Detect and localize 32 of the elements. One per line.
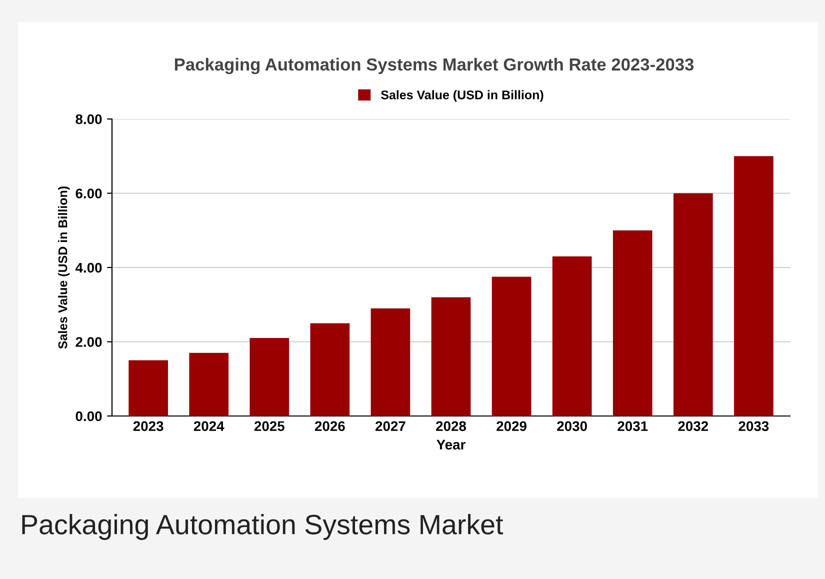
y-tick-label: 8.00 — [76, 114, 102, 124]
x-tick-label: 2025 — [254, 421, 284, 432]
y-tick-label: 0.00 — [76, 411, 102, 422]
y-axis-title: Sales Value (USD in Billion) — [58, 186, 70, 349]
bar — [250, 338, 290, 416]
chart-title: Packaging Automation Systems Market Growth Rate 2023-2033 — [175, 58, 694, 74]
legend-label: Sales Value (USD in Billion) — [380, 90, 544, 102]
bar — [310, 323, 350, 416]
x-tick-label: 2031 — [618, 421, 648, 432]
bar — [128, 360, 168, 416]
x-tick-label: 2023 — [133, 421, 164, 432]
x-tick-label: 2027 — [376, 421, 406, 432]
bar — [673, 193, 713, 416]
bar — [734, 156, 774, 416]
x-tick-label: 2033 — [738, 421, 769, 432]
bar — [189, 352, 229, 416]
text: Packaging Automation Systems Market — [22, 514, 504, 540]
bar — [552, 256, 592, 416]
x-tick-label: 2026 — [314, 421, 345, 432]
bar — [370, 308, 410, 416]
bar — [612, 230, 652, 416]
y-tick-label: 2.00 — [76, 337, 102, 347]
x-tick-label: 2028 — [436, 421, 466, 432]
x-tick-label: 2030 — [557, 421, 587, 432]
bar — [431, 297, 471, 416]
x-axis-title: Year — [436, 440, 466, 450]
x-tick-label: 2024 — [194, 421, 224, 432]
bar — [492, 276, 532, 416]
x-tick-label: 2032 — [678, 421, 708, 432]
y-tick-label: 6.00 — [76, 188, 102, 198]
y-tick-label: 4.00 — [75, 262, 102, 273]
x-tick-label: 2029 — [496, 421, 526, 432]
